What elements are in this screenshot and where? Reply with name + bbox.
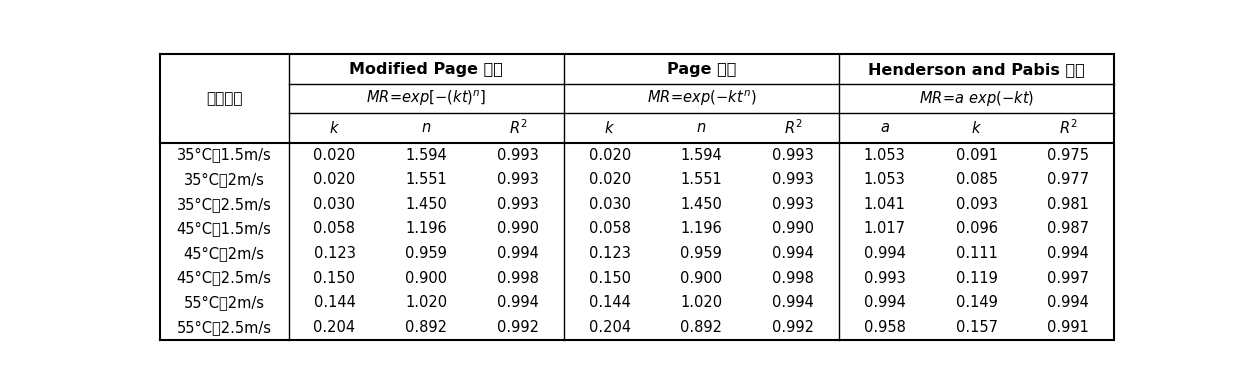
Text: 0.150: 0.150 — [314, 271, 356, 285]
Text: 0.959: 0.959 — [681, 246, 722, 261]
Text: $R^{2}$: $R^{2}$ — [784, 119, 802, 137]
Text: 1.041: 1.041 — [864, 197, 905, 212]
Text: $k$: $k$ — [604, 120, 615, 136]
Text: 0.119: 0.119 — [956, 271, 997, 285]
Text: 0.030: 0.030 — [314, 197, 356, 212]
Text: 0.020: 0.020 — [589, 147, 631, 163]
Text: 0.959: 0.959 — [405, 246, 448, 261]
Text: $a$: $a$ — [880, 120, 890, 135]
Text: 0.992: 0.992 — [497, 320, 539, 335]
Text: 0.020: 0.020 — [314, 172, 356, 187]
Text: 1.020: 1.020 — [405, 295, 448, 310]
Text: 0.994: 0.994 — [497, 295, 539, 310]
Text: $MR\!=\!a\ exp(-kt)$: $MR\!=\!a\ exp(-kt)$ — [919, 89, 1034, 108]
Text: Page 模型: Page 模型 — [667, 62, 737, 77]
Text: 1.020: 1.020 — [681, 295, 723, 310]
Text: 0.144: 0.144 — [589, 295, 631, 310]
Text: 1.053: 1.053 — [864, 147, 905, 163]
Text: 0.204: 0.204 — [314, 320, 356, 335]
Text: 35°C、2.5m/s: 35°C、2.5m/s — [177, 197, 272, 212]
Text: 0.958: 0.958 — [864, 320, 905, 335]
Text: 0.981: 0.981 — [1048, 197, 1089, 212]
Text: 0.993: 0.993 — [773, 147, 813, 163]
Text: 0.998: 0.998 — [497, 271, 539, 285]
Text: 0.993: 0.993 — [773, 172, 813, 187]
Text: 0.993: 0.993 — [773, 197, 813, 212]
Text: $k$: $k$ — [329, 120, 340, 136]
Text: $k$: $k$ — [971, 120, 982, 136]
Text: 0.994: 0.994 — [1048, 295, 1089, 310]
Text: Modified Page 模型: Modified Page 模型 — [350, 62, 503, 77]
Text: 0.058: 0.058 — [589, 222, 631, 236]
Text: 0.157: 0.157 — [956, 320, 997, 335]
Text: 55°C、2.5m/s: 55°C、2.5m/s — [177, 320, 272, 335]
Text: 1.196: 1.196 — [681, 222, 722, 236]
Text: $n$: $n$ — [422, 120, 432, 135]
Text: 0.998: 0.998 — [773, 271, 813, 285]
Text: 0.111: 0.111 — [956, 246, 997, 261]
Text: 0.020: 0.020 — [589, 172, 631, 187]
Text: 45°C、2m/s: 45°C、2m/s — [184, 246, 264, 261]
Text: $MR\!=\!exp[-(kt)^{n}]$: $MR\!=\!exp[-(kt)^{n}]$ — [366, 89, 486, 108]
Text: 0.975: 0.975 — [1048, 147, 1089, 163]
Text: 0.994: 0.994 — [773, 295, 813, 310]
Text: 0.997: 0.997 — [1048, 271, 1089, 285]
Text: 1.594: 1.594 — [681, 147, 722, 163]
Text: 0.144: 0.144 — [314, 295, 356, 310]
Text: 0.993: 0.993 — [497, 172, 539, 187]
Text: 35°C、1.5m/s: 35°C、1.5m/s — [177, 147, 272, 163]
Text: 35°C、2m/s: 35°C、2m/s — [184, 172, 264, 187]
Text: 45°C、1.5m/s: 45°C、1.5m/s — [177, 222, 272, 236]
Text: Henderson and Pabis 模型: Henderson and Pabis 模型 — [868, 62, 1085, 77]
Text: 1.017: 1.017 — [864, 222, 905, 236]
Text: 0.150: 0.150 — [589, 271, 631, 285]
Text: 0.993: 0.993 — [864, 271, 905, 285]
Text: 0.994: 0.994 — [1048, 246, 1089, 261]
Text: 0.993: 0.993 — [497, 147, 539, 163]
Text: 0.990: 0.990 — [497, 222, 539, 236]
Text: 0.085: 0.085 — [956, 172, 997, 187]
Text: 0.020: 0.020 — [314, 147, 356, 163]
Text: 0.977: 0.977 — [1047, 172, 1089, 187]
Text: 1.551: 1.551 — [681, 172, 722, 187]
Text: 0.091: 0.091 — [956, 147, 997, 163]
Text: 0.992: 0.992 — [773, 320, 815, 335]
Text: 0.058: 0.058 — [314, 222, 356, 236]
Text: 0.093: 0.093 — [956, 197, 997, 212]
Text: 55°C、2m/s: 55°C、2m/s — [184, 295, 264, 310]
Text: 1.551: 1.551 — [405, 172, 448, 187]
Text: 0.149: 0.149 — [956, 295, 997, 310]
Text: 0.990: 0.990 — [773, 222, 815, 236]
Text: 0.987: 0.987 — [1048, 222, 1089, 236]
Text: 0.892: 0.892 — [405, 320, 448, 335]
Text: $MR\!=\!exp(-kt^{n})$: $MR\!=\!exp(-kt^{n})$ — [646, 89, 756, 108]
Text: 1.450: 1.450 — [405, 197, 448, 212]
Text: $R^{2}$: $R^{2}$ — [1059, 119, 1078, 137]
Text: 45°C、2.5m/s: 45°C、2.5m/s — [177, 271, 272, 285]
Text: 1.450: 1.450 — [681, 197, 722, 212]
Text: 0.991: 0.991 — [1048, 320, 1089, 335]
Text: 0.030: 0.030 — [589, 197, 631, 212]
Text: $n$: $n$ — [696, 120, 707, 135]
Text: 0.994: 0.994 — [864, 246, 905, 261]
Text: 1.594: 1.594 — [405, 147, 448, 163]
Text: 1.053: 1.053 — [864, 172, 905, 187]
Text: 0.900: 0.900 — [681, 271, 723, 285]
Text: $R^{2}$: $R^{2}$ — [508, 119, 527, 137]
Text: 0.994: 0.994 — [773, 246, 813, 261]
Text: 0.900: 0.900 — [405, 271, 448, 285]
Text: 0.123: 0.123 — [589, 246, 631, 261]
Text: 0.993: 0.993 — [497, 197, 539, 212]
Text: 0.204: 0.204 — [589, 320, 631, 335]
Text: 0.123: 0.123 — [314, 246, 356, 261]
Text: 1.196: 1.196 — [405, 222, 448, 236]
Text: 0.994: 0.994 — [497, 246, 539, 261]
Text: 0.096: 0.096 — [956, 222, 997, 236]
Text: 0.994: 0.994 — [864, 295, 905, 310]
Text: 0.892: 0.892 — [681, 320, 723, 335]
Text: 干燥条件: 干燥条件 — [206, 91, 243, 106]
